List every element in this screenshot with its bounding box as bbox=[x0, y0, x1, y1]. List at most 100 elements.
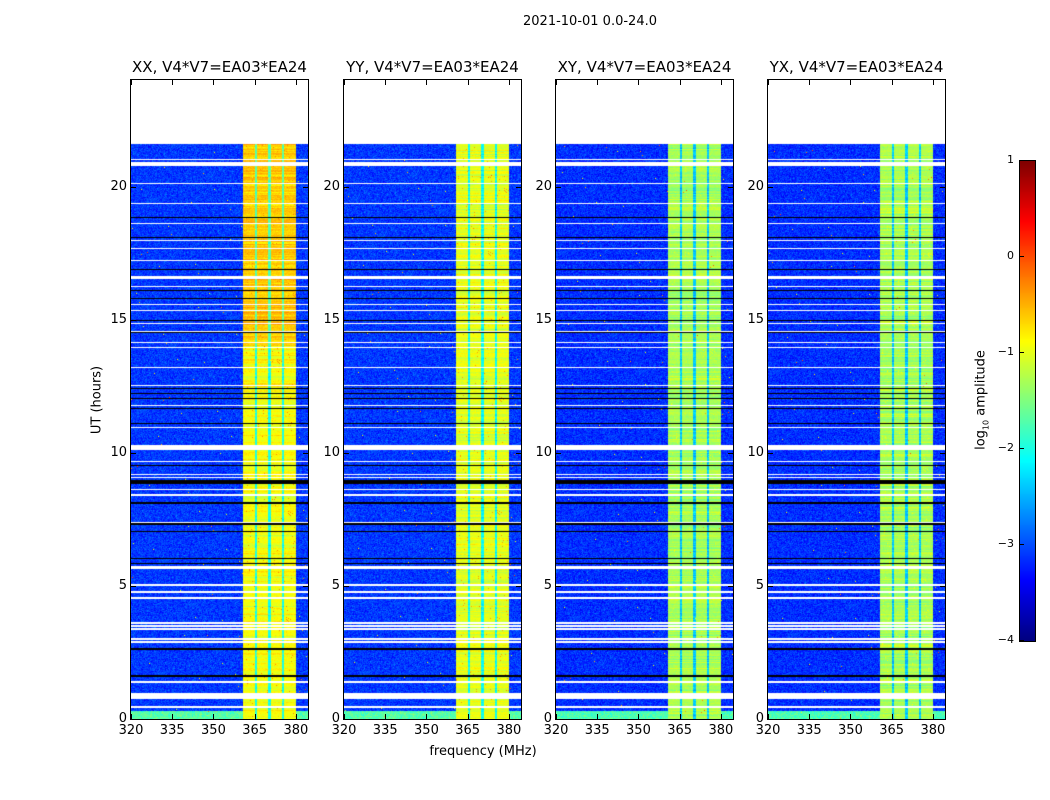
x-tick-mark bbox=[720, 80, 722, 85]
x-tick-mark bbox=[467, 714, 469, 719]
x-tick-mark bbox=[385, 80, 387, 85]
x-tick-mark bbox=[597, 714, 599, 719]
y-tick-mark bbox=[344, 452, 349, 454]
colorbar-tick-mark bbox=[1020, 544, 1024, 545]
x-tick-mark bbox=[254, 714, 256, 719]
x-tick-label: 335 bbox=[372, 723, 398, 738]
y-tick-mark bbox=[516, 452, 521, 454]
x-tick-mark bbox=[344, 714, 345, 719]
y-tick-label: 0 bbox=[755, 711, 764, 726]
x-tick-mark bbox=[295, 714, 297, 719]
colorbar bbox=[1019, 160, 1036, 642]
y-axis-label: UT (hours) bbox=[89, 365, 105, 435]
x-tick-mark bbox=[508, 80, 510, 85]
colorbar-tick-mark bbox=[1020, 448, 1024, 449]
y-tick-label: 10 bbox=[323, 444, 340, 460]
colorbar-label: log10 amplitude bbox=[973, 350, 991, 450]
x-tick-mark bbox=[172, 714, 174, 719]
x-tick-label: 365 bbox=[242, 723, 268, 738]
x-axis-label: frequency (MHz) bbox=[429, 744, 537, 759]
x-tick-mark bbox=[556, 80, 557, 85]
y-tick-label: 15 bbox=[535, 311, 552, 327]
x-tick-label: 380 bbox=[920, 723, 946, 738]
spectrogram-heatmap bbox=[768, 80, 945, 719]
panel-title: YX, V4*V7=EA03*EA24 bbox=[769, 58, 944, 76]
y-tick-mark bbox=[344, 585, 349, 587]
x-tick-mark bbox=[426, 80, 428, 85]
y-tick-mark bbox=[940, 319, 945, 321]
y-tick-mark bbox=[940, 585, 945, 587]
x-tick-mark bbox=[638, 80, 640, 85]
y-tick-mark bbox=[303, 186, 308, 188]
panel-title: YY, V4*V7=EA03*EA24 bbox=[346, 58, 519, 76]
y-tick-mark bbox=[516, 319, 521, 321]
y-tick-mark bbox=[344, 319, 349, 321]
x-tick-mark bbox=[254, 80, 256, 85]
x-tick-mark bbox=[891, 80, 893, 85]
y-tick-mark bbox=[940, 186, 945, 188]
y-tick-mark bbox=[768, 719, 773, 720]
y-tick-mark bbox=[303, 319, 308, 321]
x-tick-mark bbox=[891, 714, 893, 719]
x-tick-label: 380 bbox=[708, 723, 734, 738]
x-tick-mark bbox=[932, 714, 934, 719]
y-tick-mark bbox=[768, 585, 773, 587]
x-tick-mark bbox=[809, 714, 811, 719]
y-tick-label: 15 bbox=[747, 311, 764, 327]
spectrogram-heatmap bbox=[131, 80, 308, 719]
y-tick-mark bbox=[131, 585, 136, 587]
x-tick-mark bbox=[213, 714, 215, 719]
x-tick-mark bbox=[597, 80, 599, 85]
y-tick-mark bbox=[728, 719, 733, 720]
y-tick-label: 5 bbox=[755, 577, 764, 593]
x-tick-label: 350 bbox=[201, 723, 226, 738]
x-tick-mark bbox=[295, 80, 297, 85]
x-tick-label: 320 bbox=[331, 723, 357, 738]
x-tick-mark bbox=[426, 714, 428, 719]
x-tick-label: 380 bbox=[283, 723, 309, 738]
y-tick-mark bbox=[728, 452, 733, 454]
y-tick-mark bbox=[556, 319, 561, 321]
x-tick-mark bbox=[720, 714, 722, 719]
y-tick-mark bbox=[516, 186, 521, 188]
x-tick-mark bbox=[344, 80, 345, 85]
y-tick-label: 15 bbox=[110, 311, 127, 327]
spectrogram-heatmap bbox=[344, 80, 521, 719]
y-tick-mark bbox=[516, 585, 521, 587]
y-tick-label: 0 bbox=[331, 711, 340, 726]
y-tick-label: 20 bbox=[535, 178, 552, 194]
x-tick-mark bbox=[467, 80, 469, 85]
x-tick-label: 365 bbox=[455, 723, 481, 738]
spectrogram-heatmap bbox=[556, 80, 733, 719]
x-tick-mark bbox=[556, 714, 557, 719]
x-tick-label: 350 bbox=[838, 723, 863, 738]
y-tick-mark bbox=[303, 585, 308, 587]
x-tick-label: 335 bbox=[584, 723, 610, 738]
colorbar-tick-label: 0 bbox=[1007, 249, 1014, 262]
y-tick-mark bbox=[303, 719, 308, 720]
x-tick-label: 380 bbox=[496, 723, 522, 738]
y-tick-mark bbox=[516, 719, 521, 720]
y-tick-mark bbox=[131, 186, 136, 188]
x-tick-mark bbox=[385, 714, 387, 719]
colorbar-tick-mark bbox=[1020, 256, 1024, 257]
x-tick-mark bbox=[850, 714, 852, 719]
y-tick-mark bbox=[768, 319, 773, 321]
x-tick-label: 365 bbox=[879, 723, 905, 738]
y-tick-label: 20 bbox=[110, 178, 127, 194]
x-tick-mark bbox=[768, 80, 769, 85]
y-tick-mark bbox=[556, 186, 561, 188]
x-tick-mark bbox=[172, 80, 174, 85]
spectrogram-panel-4 bbox=[767, 79, 946, 720]
x-tick-mark bbox=[809, 80, 811, 85]
y-tick-mark bbox=[940, 719, 945, 720]
colorbar-tick-label: −4 bbox=[997, 633, 1014, 646]
colorbar-tick-label: −1 bbox=[997, 345, 1014, 358]
panel-title: XY, V4*V7=EA03*EA24 bbox=[557, 58, 732, 76]
y-tick-mark bbox=[131, 452, 136, 454]
y-tick-mark bbox=[131, 719, 136, 720]
x-tick-label: 335 bbox=[796, 723, 822, 738]
y-tick-mark bbox=[940, 452, 945, 454]
x-tick-label: 350 bbox=[414, 723, 439, 738]
x-tick-label: 335 bbox=[159, 723, 185, 738]
